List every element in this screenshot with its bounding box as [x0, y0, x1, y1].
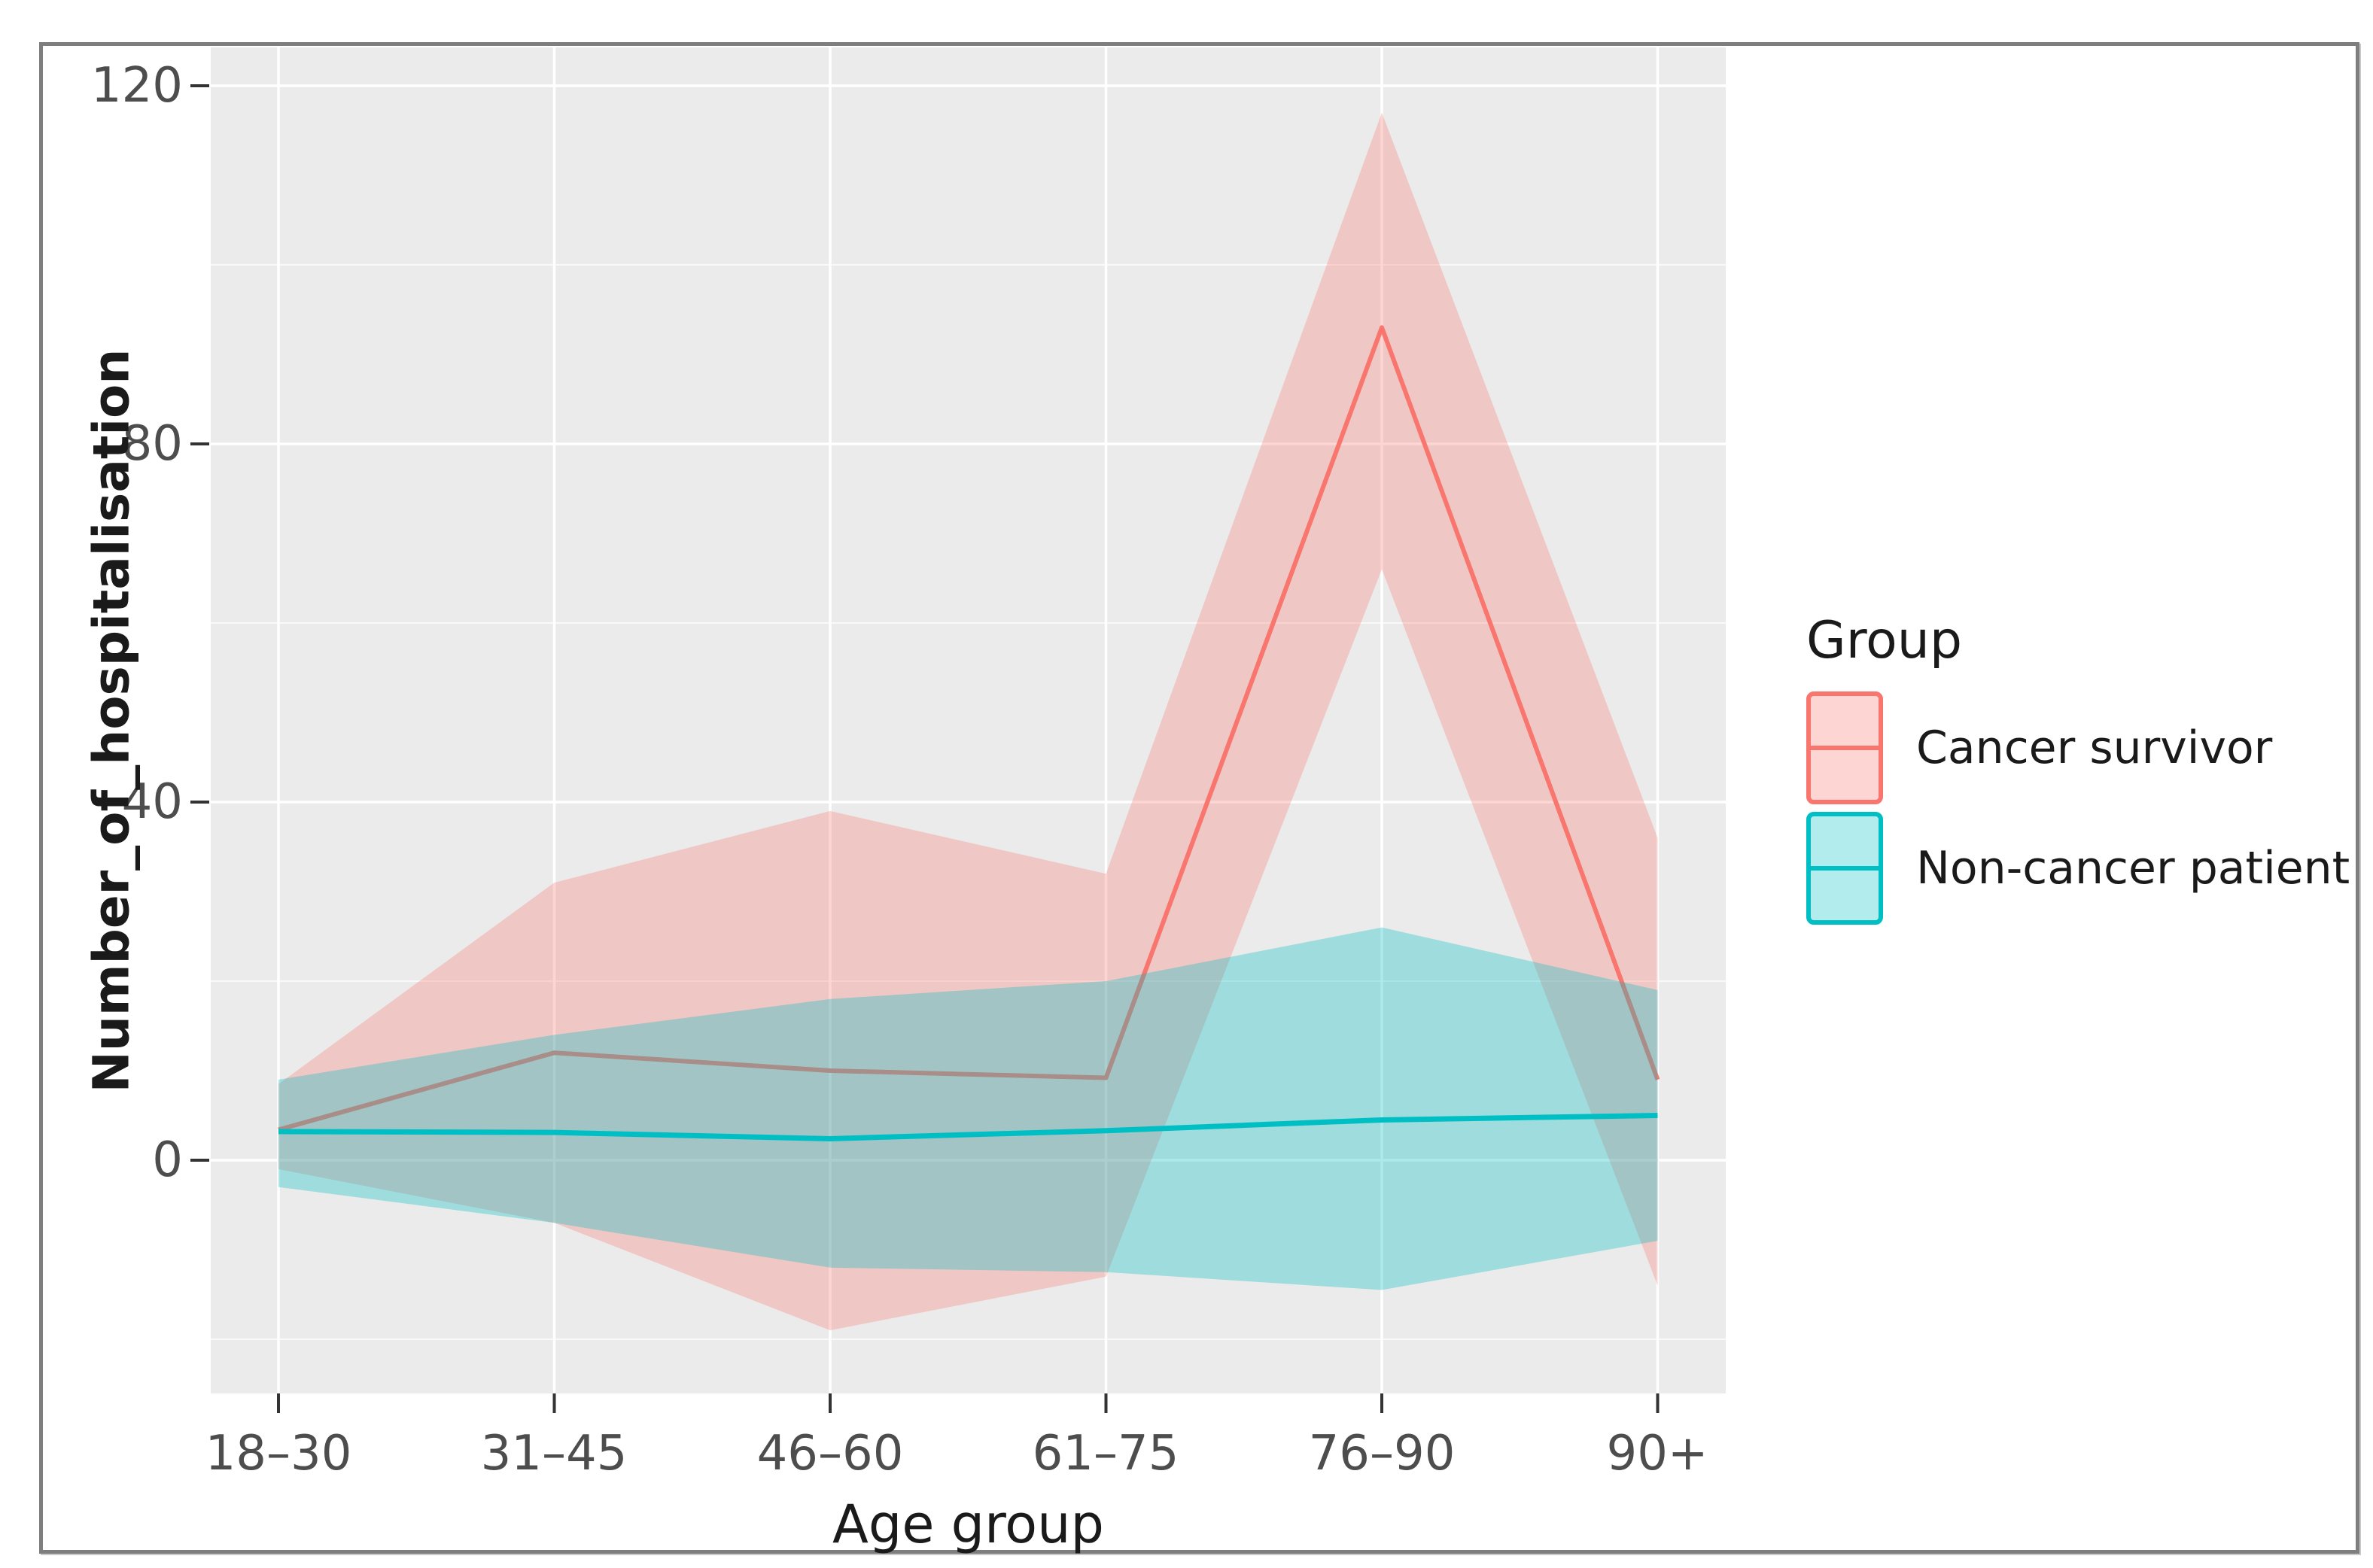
legend-key-cancer-survivor	[1806, 691, 1883, 804]
x-axis-title: Age group	[832, 1494, 1104, 1555]
legend-key-non-cancer-patient	[1806, 812, 1883, 925]
y-tick-label-40: 40	[121, 774, 183, 830]
legend-entry-non-cancer-patient: Non-cancer patient	[1806, 812, 2350, 925]
legend-title: Group	[1806, 611, 1963, 670]
ribbon-non-cancer-patient	[278, 927, 1658, 1290]
x-tick-label-46-60: 46–60	[756, 1426, 904, 1481]
legend-label-cancer-survivor: Cancer survivor	[1916, 722, 2273, 774]
panel-background	[211, 47, 1726, 1393]
x-tick-label-90plus: 90+	[1606, 1426, 1708, 1481]
legend: Group Cancer survivor Non-cancer patient	[1806, 611, 2350, 932]
x-tick-label-76-90: 76–90	[1308, 1426, 1456, 1481]
ribbon-cancer-survivor	[278, 112, 1658, 1331]
legend-key-line-icon	[1811, 866, 1879, 871]
legend-entry-cancer-survivor: Cancer survivor	[1806, 691, 2350, 804]
x-tick-label-61-75: 61–75	[1032, 1426, 1179, 1481]
x-tick-label-18-30: 18–30	[205, 1426, 352, 1481]
x-tick-label-31-45: 31–45	[480, 1426, 628, 1481]
y-tick-label-120: 120	[90, 58, 183, 114]
line-cancer-survivor	[278, 325, 1660, 1132]
legend-label-non-cancer-patient: Non-cancer patient	[1916, 842, 2350, 895]
legend-key-line-icon	[1811, 746, 1879, 750]
y-tick-label-80: 80	[121, 416, 183, 472]
y-axis-title: Number_of_hospitalisation	[82, 348, 141, 1093]
y-tick-label-0: 0	[152, 1132, 183, 1188]
line-non-cancer-patient	[278, 1113, 1658, 1141]
